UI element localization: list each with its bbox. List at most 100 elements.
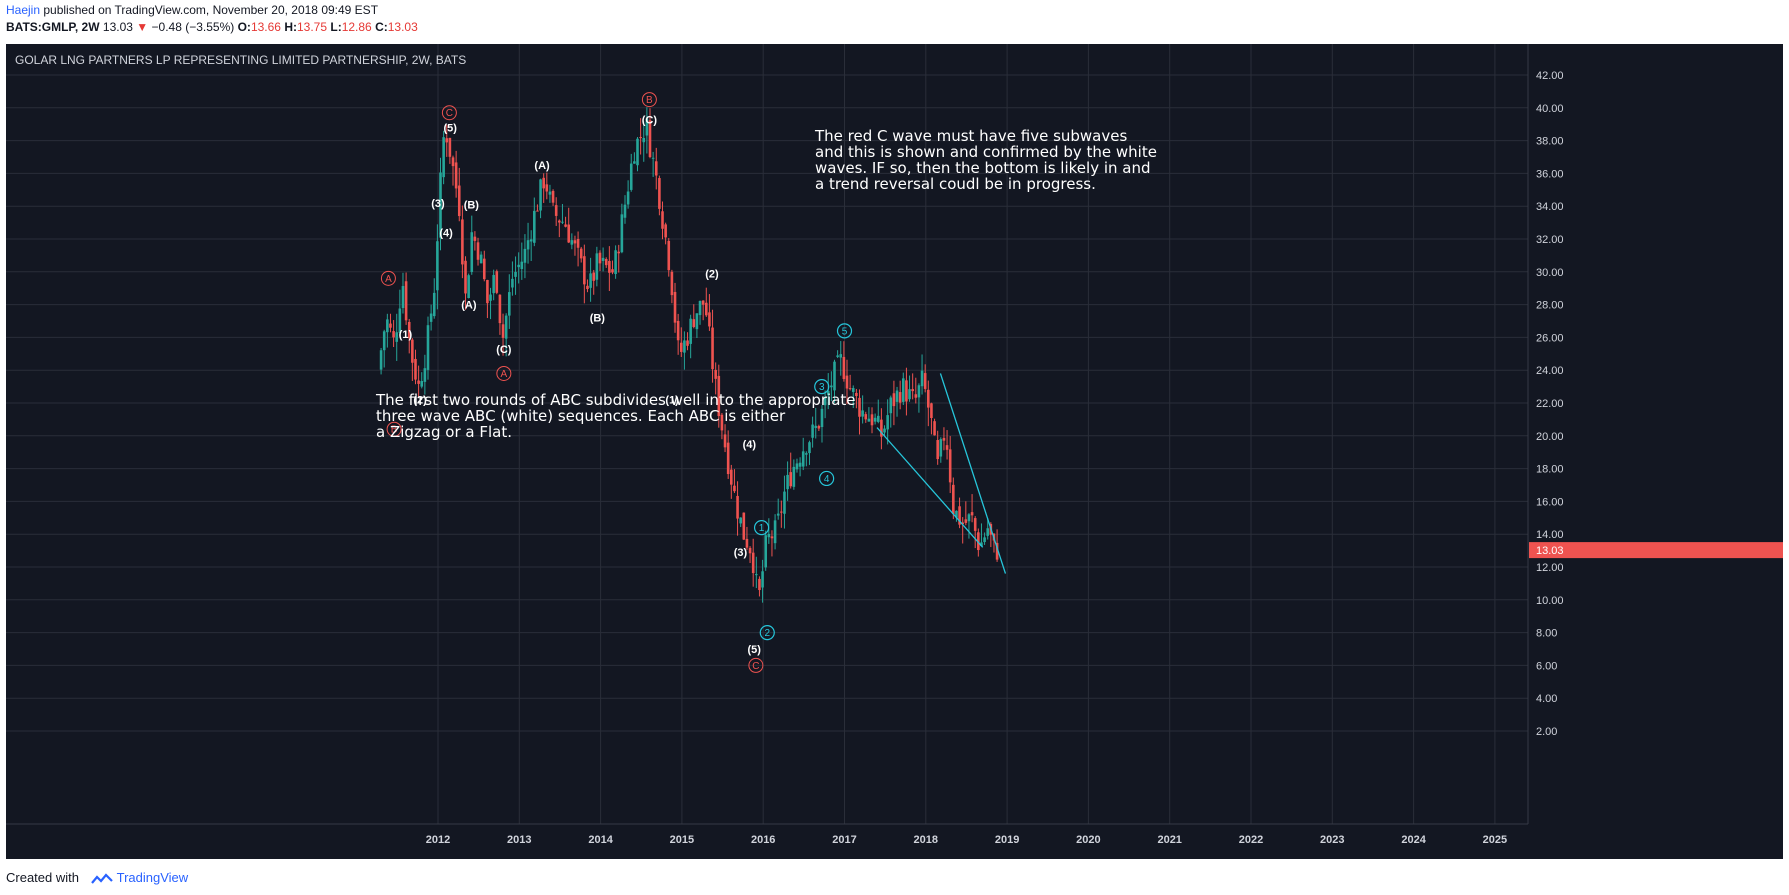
candle-body [714, 369, 717, 379]
candle-body [614, 250, 617, 275]
candle-body [514, 271, 517, 277]
candle-body [917, 385, 921, 398]
wave-label-red: B [646, 95, 653, 106]
candle-body [792, 466, 796, 487]
candle-body [448, 137, 452, 157]
candle-body [952, 484, 955, 515]
candle-body [564, 224, 567, 227]
candle-body [398, 308, 402, 333]
wave-label-red-circle [380, 270, 396, 286]
candle-body [558, 220, 561, 223]
candle-body [883, 428, 886, 433]
wave-label-white: (2) [413, 395, 427, 407]
candle-body [905, 380, 908, 402]
tradingview-link[interactable]: TradingView [116, 870, 189, 885]
wave-label-white: (A) [534, 160, 550, 172]
candle-body [407, 321, 411, 339]
candle-body [667, 240, 671, 271]
wave-label-red-circle [496, 365, 512, 381]
candle-body [970, 512, 974, 516]
x-tick-label: 2021 [1157, 834, 1181, 846]
candle-body [814, 425, 818, 429]
y-tick-label: 30.00 [1536, 267, 1564, 279]
candle-body [867, 418, 871, 422]
candle-body [811, 424, 814, 438]
low-value: 12.86 [341, 20, 372, 34]
candle-body [545, 184, 549, 192]
candle-body [423, 368, 427, 382]
wave-label-white: (3) [734, 547, 748, 559]
wave-label-cyan-circle [819, 470, 835, 487]
candle-body [620, 214, 624, 253]
candle-body [930, 403, 933, 418]
price-chart[interactable]: 2.00 4.00 6.00 8.00 10.00 12.00 14.00 16.00 18.0… [6, 44, 1783, 859]
candle-body [901, 378, 905, 402]
y-tick-label: 16.00 [1536, 496, 1564, 508]
candle-body [773, 520, 777, 544]
candle-body [470, 232, 474, 272]
wave-label-cyan: 4 [824, 474, 830, 485]
candle-body [861, 410, 864, 417]
candle-body [629, 163, 633, 190]
chart-note-line: and this is shown and confirmed by the w… [815, 143, 1157, 161]
candle-body [836, 355, 839, 357]
candle-body [776, 513, 780, 516]
candle-body [855, 392, 858, 397]
candle-body [958, 506, 961, 525]
x-tick-label: 2018 [914, 834, 938, 846]
candle-body [720, 414, 724, 431]
wave-label-cyan-circle [814, 379, 830, 395]
wave-label-white: (C) [642, 114, 658, 126]
candle-body [573, 240, 577, 244]
candle-body [948, 449, 952, 483]
x-tick-label: 2025 [1483, 834, 1507, 846]
candle-body [482, 258, 486, 280]
published-text: published on TradingView.com, November 2… [40, 3, 379, 17]
candle-body [880, 419, 883, 437]
candle-body [708, 312, 711, 327]
wave-label-red: C [752, 661, 759, 672]
candle-body [767, 533, 771, 538]
candle-body [670, 271, 674, 296]
wave-label-red-circle [386, 421, 402, 437]
candle-body [704, 302, 708, 316]
candle-body [445, 138, 449, 143]
chart-panel[interactable]: 2.00 4.00 6.00 8.00 10.00 12.00 14.00 16.00 18.0… [6, 44, 1783, 859]
candle-body [451, 157, 455, 167]
candle-body [764, 535, 768, 568]
candle-body [839, 354, 843, 358]
candle-body [454, 162, 458, 189]
wave-label-cyan-circle [753, 520, 770, 536]
candle-body [920, 370, 924, 387]
candle-body [595, 253, 599, 280]
x-tick-label: 2020 [1076, 834, 1100, 846]
close-label: C: [375, 20, 388, 34]
candle-body [995, 542, 999, 560]
candle-body [726, 442, 730, 475]
candle-body [808, 442, 811, 454]
candle-body [520, 261, 524, 269]
wave-label-red: A [385, 274, 392, 285]
candle-body [898, 392, 902, 403]
candle-body [717, 375, 721, 417]
y-tick-label: 42.00 [1536, 70, 1564, 82]
wave-label-cyan-circle [759, 624, 775, 641]
chart-note-line: The first two rounds of ABC subdivides w… [375, 391, 856, 409]
candle-body [570, 240, 574, 245]
symbol-label: BATS:GMLP, 2W [6, 20, 100, 34]
candle-body [895, 390, 899, 402]
wave-label-red-circle [441, 105, 457, 121]
y-tick-label: 36.00 [1536, 168, 1564, 180]
symbol-info-bar: BATS:GMLP, 2W 13.03 ▼ −0.48 (−3.55%) O:1… [6, 20, 418, 34]
candle-body [939, 439, 943, 457]
author-link[interactable]: Haejin [6, 3, 41, 17]
x-tick-label: 2014 [588, 834, 613, 846]
y-tick-label: 10.00 [1536, 595, 1564, 607]
candle-body [429, 313, 433, 322]
candle-body [561, 221, 564, 223]
candle-body [464, 260, 467, 294]
candle-body [908, 389, 911, 400]
candle-body [533, 210, 536, 243]
y-tick-label: 38.00 [1536, 136, 1564, 148]
candle-body [892, 393, 896, 407]
